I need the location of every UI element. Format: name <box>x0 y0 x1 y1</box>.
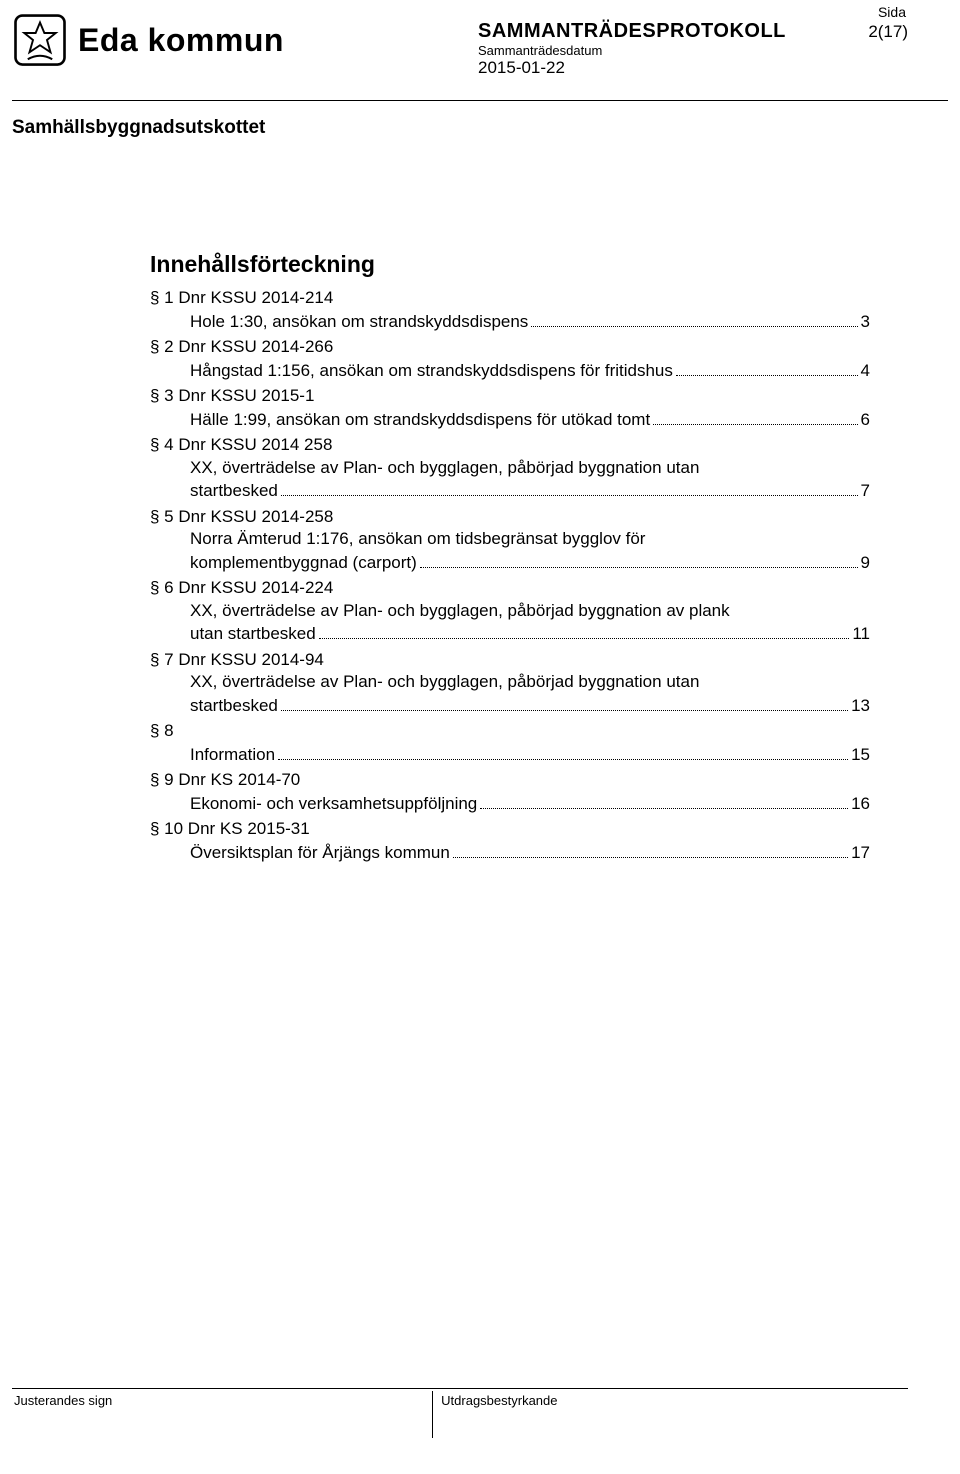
toc-entry-line: Information 15 <box>190 743 870 767</box>
toc-entry-text: Hälle 1:99, ansökan om strandskyddsdispe… <box>190 409 650 431</box>
toc-entry-head: § 2 Dnr KSSU 2014-266 <box>150 336 870 358</box>
toc-entry-line: Ekonomi- och verksamhetsuppföljning 16 <box>190 792 870 816</box>
toc-entry-head: § 1 Dnr KSSU 2014-214 <box>150 287 870 309</box>
toc-leader-dots <box>278 743 848 760</box>
toc-entry: § 5 Dnr KSSU 2014-258Norra Ämterud 1:176… <box>150 506 870 574</box>
toc-entry-text: startbesked <box>190 695 278 717</box>
toc-entry-line: Översiktsplan för Årjängs kommun 17 <box>190 841 870 865</box>
toc-leader-dots <box>420 551 858 568</box>
toc-leader-dots <box>480 792 848 809</box>
toc-entry-page: 13 <box>851 695 870 717</box>
toc-entry-line: Hångstad 1:156, ansökan om strandskyddsd… <box>190 359 870 383</box>
municipality-crest-icon <box>12 12 68 68</box>
date-label: Sammanträdesdatum <box>478 43 908 58</box>
toc-leader-dots <box>453 841 848 858</box>
toc-entry-subtext: XX, överträdelse av Plan- och bygglagen,… <box>190 671 870 693</box>
toc-entry-head: § 4 Dnr KSSU 2014 258 <box>150 434 870 456</box>
toc-entry: § 3 Dnr KSSU 2015-1Hälle 1:99, ansökan o… <box>150 385 870 431</box>
toc-entry: § 6 Dnr KSSU 2014-224XX, överträdelse av… <box>150 577 870 645</box>
sida-label: Sida <box>478 4 908 20</box>
toc-entry: § 7 Dnr KSSU 2014-94XX, överträdelse av … <box>150 649 870 717</box>
toc-entry-text: utan startbesked <box>190 623 316 645</box>
toc-entry-head: § 5 Dnr KSSU 2014-258 <box>150 506 870 528</box>
toc-title: Innehållsförteckning <box>150 249 870 279</box>
footer-divider <box>12 1388 908 1389</box>
toc-entry-text: startbesked <box>190 480 278 502</box>
toc-entry-line: Hole 1:30, ansökan om strandskyddsdispen… <box>190 310 870 334</box>
toc-entry-head: § 6 Dnr KSSU 2014-224 <box>150 577 870 599</box>
toc-entry-page: 15 <box>851 744 870 766</box>
page-header: Eda kommun Sida SAMMANTRÄDESPROTOKOLL 2(… <box>0 0 960 100</box>
toc-leader-dots <box>676 359 858 376</box>
header-divider <box>12 100 948 101</box>
toc-entry: § 9 Dnr KS 2014-70Ekonomi- och verksamhe… <box>150 769 870 815</box>
toc-entry-page: 11 <box>852 623 870 645</box>
page-number: 2(17) <box>868 22 908 42</box>
toc-entry-head: § 3 Dnr KSSU 2015-1 <box>150 385 870 407</box>
footer-sign-label: Justerandes sign <box>12 1391 433 1438</box>
toc-entry-line: Hälle 1:99, ansökan om strandskyddsdispe… <box>190 408 870 432</box>
document-type: SAMMANTRÄDESPROTOKOLL <box>478 20 786 43</box>
toc-entry-page: 17 <box>851 842 870 864</box>
toc-entry-text: Hole 1:30, ansökan om strandskyddsdispen… <box>190 311 528 333</box>
toc-entry-text: komplementbyggnad (carport) <box>190 552 417 574</box>
toc-entry: § 8Information 15 <box>150 720 870 766</box>
toc-entry-text: Översiktsplan för Årjängs kommun <box>190 842 450 864</box>
toc-entry-text: Hångstad 1:156, ansökan om strandskyddsd… <box>190 360 673 382</box>
logo-text: Eda kommun <box>78 22 284 59</box>
committee-name: Samhällsbyggnadsutskottet <box>12 117 960 139</box>
toc-leader-dots <box>531 310 857 327</box>
footer-attest-label: Utdragsbestyrkande <box>433 1391 908 1438</box>
page-footer: Justerandes sign Utdragsbestyrkande <box>12 1388 908 1438</box>
header-meta: Sida SAMMANTRÄDESPROTOKOLL 2(17) Sammant… <box>478 4 908 78</box>
toc-entry-page: 16 <box>851 793 870 815</box>
toc-entry-head: § 8 <box>150 720 870 742</box>
toc-entry-text: Ekonomi- och verksamhetsuppföljning <box>190 793 477 815</box>
toc-entry-line: startbesked 13 <box>190 694 870 718</box>
toc-entry: § 1 Dnr KSSU 2014-214Hole 1:30, ansökan … <box>150 287 870 333</box>
toc-leader-dots <box>653 408 857 425</box>
toc-entry-head: § 7 Dnr KSSU 2014-94 <box>150 649 870 671</box>
toc-entry-line: komplementbyggnad (carport) 9 <box>190 551 870 575</box>
toc-entry-subtext: Norra Ämterud 1:176, ansökan om tidsbegr… <box>190 528 870 550</box>
meeting-date: 2015-01-22 <box>478 58 908 78</box>
toc-leader-dots <box>281 479 858 496</box>
toc-entry-page: 7 <box>861 480 870 502</box>
toc-entry: § 10 Dnr KS 2015-31Översiktsplan för Årj… <box>150 818 870 864</box>
toc-entry-line: startbesked 7 <box>190 479 870 503</box>
toc-entry-line: utan startbesked 11 <box>190 622 870 646</box>
toc-entry: § 2 Dnr KSSU 2014-266Hångstad 1:156, ans… <box>150 336 870 382</box>
toc-entry-head: § 10 Dnr KS 2015-31 <box>150 818 870 840</box>
toc-entry-subtext: XX, överträdelse av Plan- och bygglagen,… <box>190 600 870 622</box>
toc-entry-head: § 9 Dnr KS 2014-70 <box>150 769 870 791</box>
toc-entry-page: 9 <box>861 552 870 574</box>
toc-leader-dots <box>319 622 850 639</box>
logo: Eda kommun <box>12 12 284 68</box>
toc-entry-page: 3 <box>861 311 870 333</box>
toc-leader-dots <box>281 694 848 711</box>
toc-entry-subtext: XX, överträdelse av Plan- och bygglagen,… <box>190 457 870 479</box>
toc: § 1 Dnr KSSU 2014-214Hole 1:30, ansökan … <box>150 287 870 864</box>
content-area: Innehållsförteckning § 1 Dnr KSSU 2014-2… <box>150 249 870 864</box>
toc-entry-page: 4 <box>861 360 870 382</box>
toc-entry: § 4 Dnr KSSU 2014 258XX, överträdelse av… <box>150 434 870 502</box>
toc-entry-page: 6 <box>861 409 870 431</box>
toc-entry-text: Information <box>190 744 275 766</box>
